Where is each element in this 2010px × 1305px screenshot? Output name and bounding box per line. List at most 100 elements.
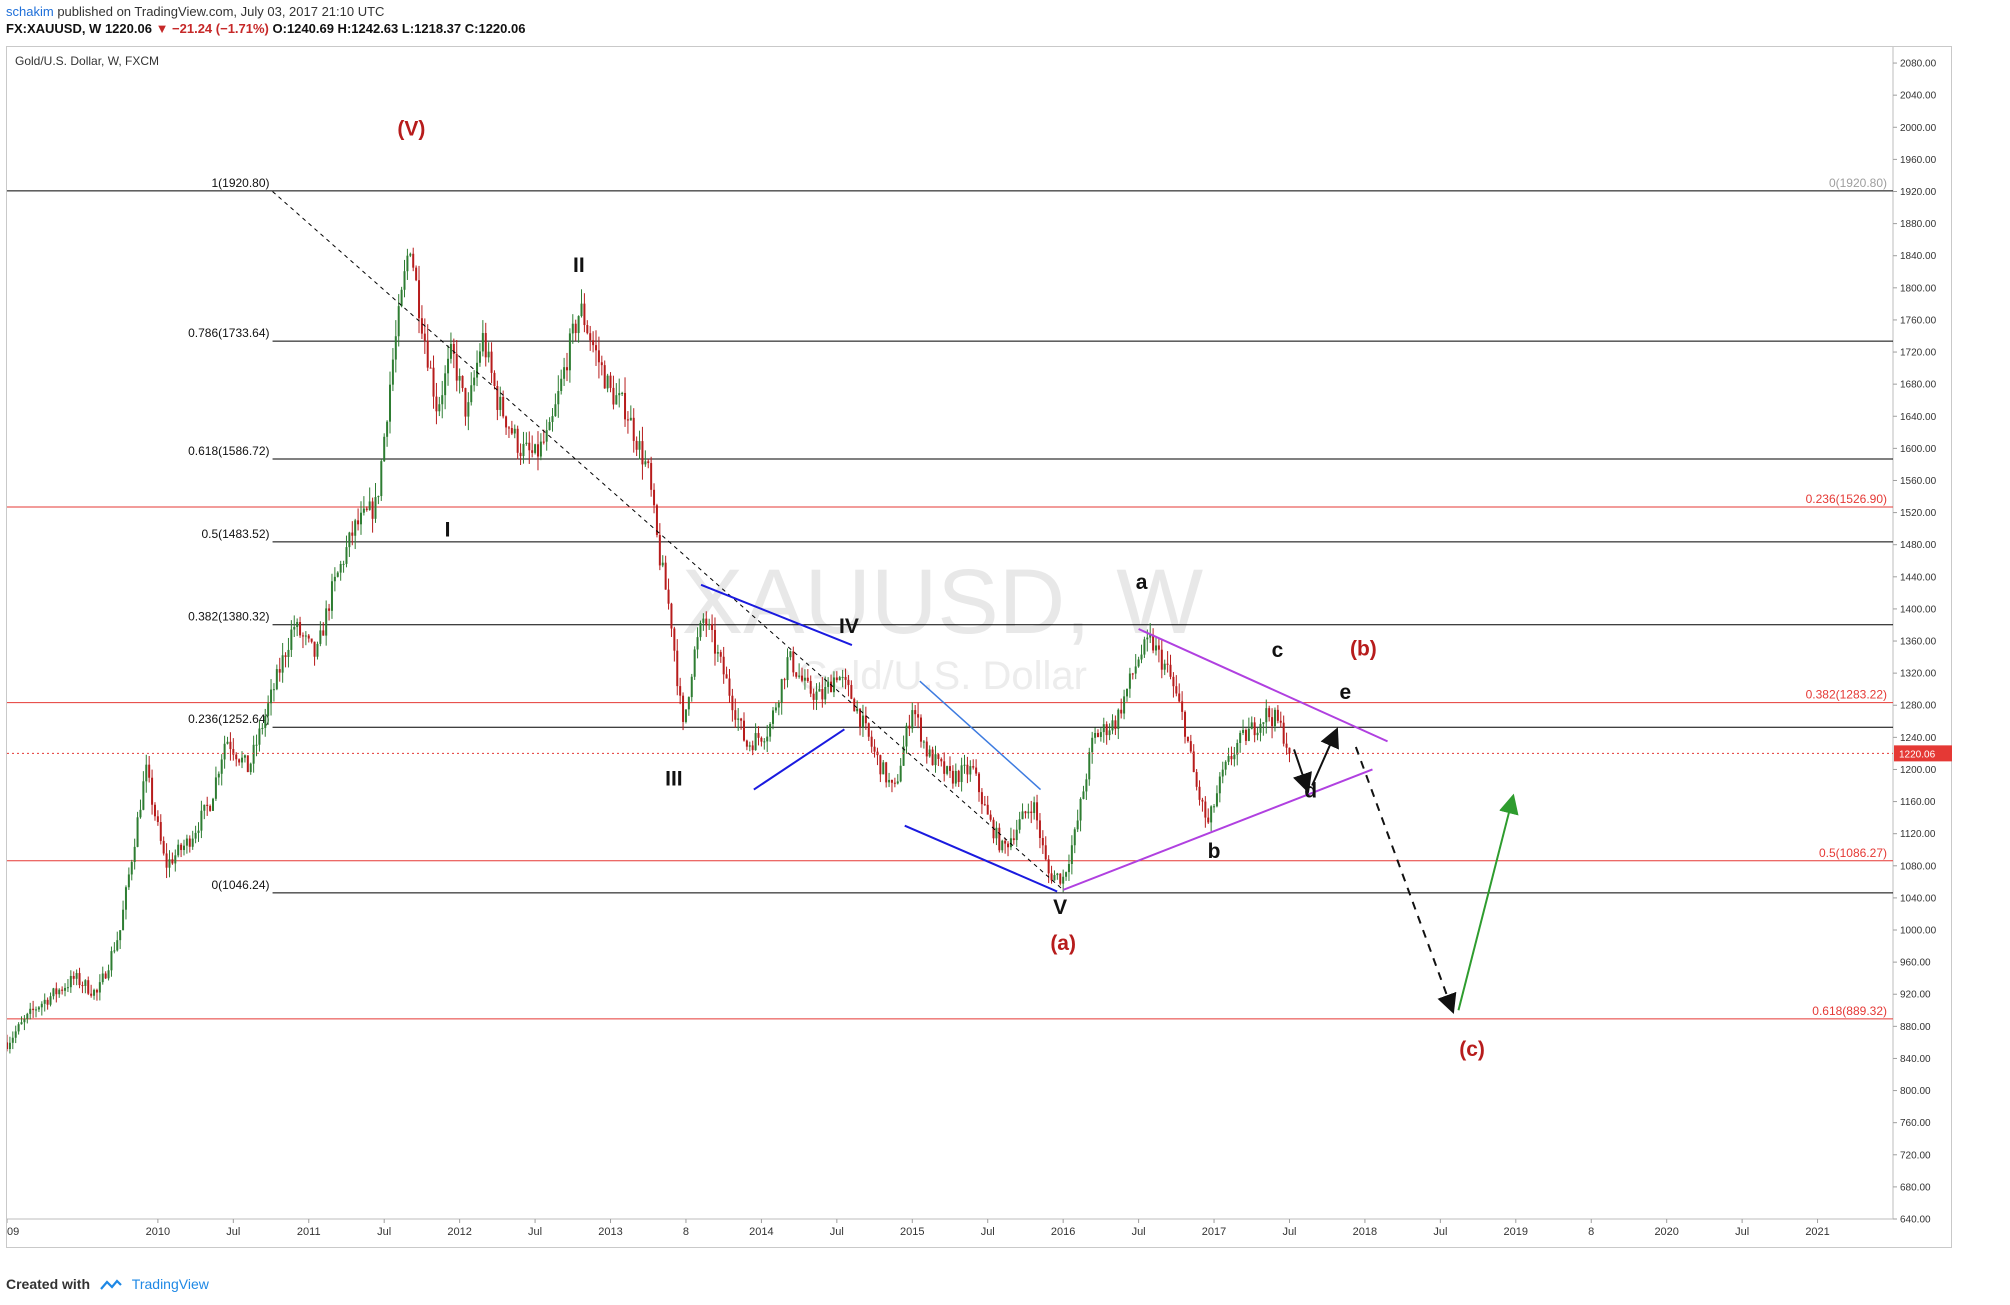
- candle-body: [200, 810, 203, 831]
- watermark-symbol: XAUUSD, W: [682, 551, 1204, 653]
- candle-body: [43, 999, 46, 1004]
- candle-body: [11, 1037, 14, 1043]
- candle-body: [531, 450, 534, 453]
- tradingview-brand-link[interactable]: TradingView: [131, 1276, 209, 1292]
- candle-body: [838, 677, 841, 681]
- candle-body: [859, 708, 862, 728]
- candle-body: [452, 343, 455, 354]
- candle-body: [1152, 634, 1155, 651]
- candle-body: [359, 512, 362, 525]
- trend-line: [1138, 628, 1388, 743]
- price-tick-label: 800.00: [1900, 1086, 1931, 1097]
- candle-body: [624, 392, 627, 420]
- candle-body: [592, 340, 595, 346]
- candle-body: [293, 627, 296, 630]
- candle-body: [389, 384, 392, 422]
- candle-body: [986, 804, 989, 815]
- candle-body: [1027, 811, 1030, 814]
- candle-body: [313, 641, 316, 657]
- price-tick-label: 1560.00: [1900, 476, 1937, 487]
- candle-body: [821, 688, 824, 700]
- candle-body: [1123, 696, 1126, 714]
- fib-ext-label: 0.5(1086.27): [1819, 846, 1887, 860]
- candle-body: [702, 618, 705, 623]
- candle-body: [519, 452, 522, 457]
- candle-body: [310, 638, 313, 642]
- candle-body: [725, 674, 728, 679]
- candle-body: [252, 744, 255, 764]
- time-tick-label: Jul: [830, 1226, 844, 1238]
- price-tick-label: 1240.00: [1900, 733, 1937, 744]
- candle-body: [40, 1003, 43, 1008]
- candle-body: [1239, 732, 1242, 743]
- candle-body: [563, 367, 566, 379]
- candle-body: [618, 393, 621, 396]
- candle-body: [1198, 786, 1201, 800]
- candle-body: [505, 416, 508, 428]
- candle-body: [1125, 688, 1128, 697]
- candle-body: [783, 679, 786, 681]
- price-tick-label: 840.00: [1900, 1054, 1931, 1065]
- candle-body: [270, 689, 273, 704]
- time-tick-label: Jul: [1282, 1226, 1296, 1238]
- candle-body: [818, 688, 821, 692]
- chart-panel[interactable]: XAUUSD, W Gold/U.S. Dollar 640.00 680.00 720…: [6, 46, 1952, 1248]
- candle-body: [1096, 732, 1099, 737]
- candle-body: [1059, 873, 1062, 884]
- candle-body: [957, 770, 960, 783]
- price-tick-label: 1520.00: [1900, 508, 1937, 519]
- candle-body: [194, 832, 197, 839]
- candle-body: [148, 764, 151, 778]
- candle-body: [713, 629, 716, 654]
- candle-body: [676, 650, 679, 687]
- time-tick-label: Jul: [226, 1226, 240, 1238]
- time-tick-label: 2010: [146, 1226, 170, 1238]
- candle-body: [1143, 639, 1146, 655]
- candle-body: [1146, 637, 1149, 640]
- price-tick-label: 760.00: [1900, 1118, 1931, 1129]
- candle-body: [325, 608, 328, 636]
- candle-body: [629, 417, 632, 421]
- candle-body: [1227, 756, 1230, 762]
- candle-body: [55, 988, 58, 995]
- chart-title: Gold/U.S. Dollar, W, FXCM: [15, 54, 159, 68]
- candle-body: [110, 951, 113, 971]
- candle-body: [438, 404, 441, 412]
- candle-body: [522, 443, 525, 457]
- candle-body: [476, 362, 479, 378]
- candle-body: [589, 333, 592, 341]
- candle-body: [49, 996, 52, 1005]
- candle-body: [690, 676, 693, 698]
- candle-body: [241, 757, 244, 763]
- candle-body: [455, 353, 458, 381]
- candle-body: [882, 762, 885, 775]
- candle-body: [499, 396, 502, 410]
- username-link[interactable]: schakim: [6, 4, 54, 19]
- price-tick-label: 1840.00: [1900, 251, 1937, 262]
- candle-body: [1134, 666, 1137, 674]
- candle-body: [1009, 838, 1012, 848]
- candle-body: [490, 351, 493, 373]
- price-tick-label: 680.00: [1900, 1182, 1931, 1193]
- candle-body: [728, 678, 731, 696]
- candle-body: [206, 804, 209, 806]
- candle-body: [203, 804, 206, 811]
- candle-body: [496, 386, 499, 410]
- candle-body: [638, 441, 641, 450]
- candle-body: [949, 766, 951, 771]
- time-tick-label: Jul: [377, 1226, 391, 1238]
- price-tick-label: 1600.00: [1900, 444, 1937, 455]
- fib-ext-label: 0.618(889.32): [1812, 1004, 1887, 1018]
- candle-body: [1233, 754, 1236, 760]
- candle-body: [1056, 873, 1059, 876]
- candle-body: [1236, 742, 1239, 755]
- candle-body: [26, 1013, 29, 1020]
- candle-body: [609, 375, 612, 388]
- candle-body: [954, 770, 957, 784]
- candle-body: [304, 635, 307, 637]
- candle-body: [95, 989, 98, 993]
- candle-body: [1256, 732, 1259, 736]
- candle-body: [966, 764, 969, 775]
- candle-body: [235, 754, 238, 760]
